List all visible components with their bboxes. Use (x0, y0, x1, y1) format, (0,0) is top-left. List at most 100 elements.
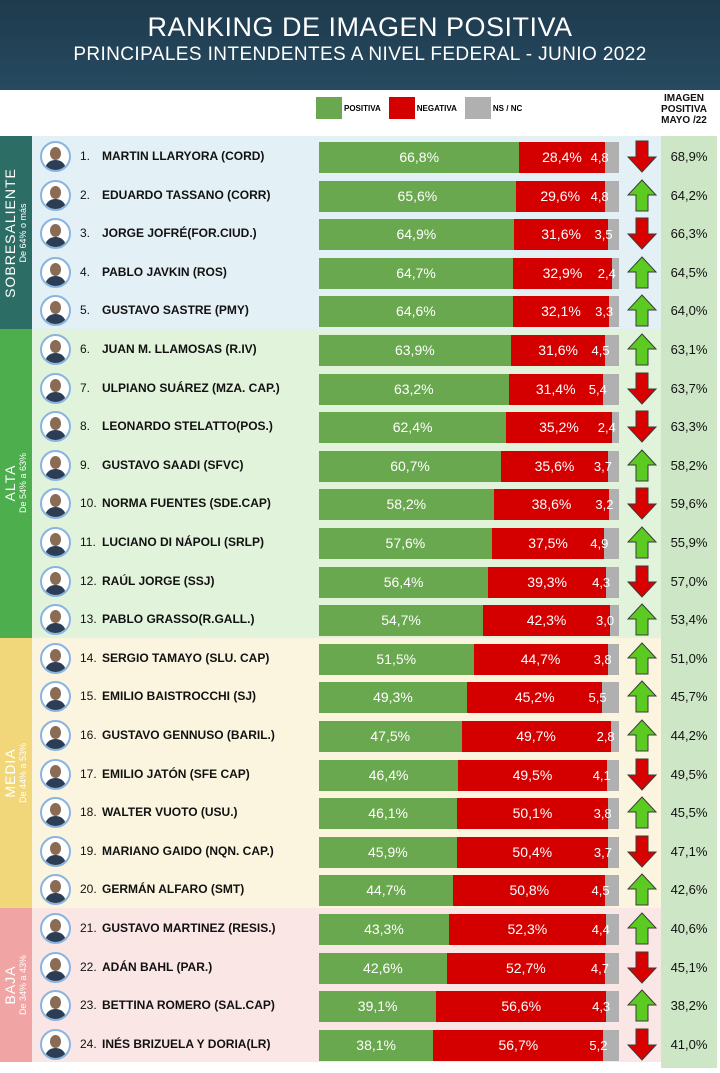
avatar-head (50, 455, 61, 469)
avatar (40, 334, 71, 365)
table-row: 14. SERGIO TAMAYO (SLU. CAP) 51,5% 44,7% 3,8… (0, 640, 720, 677)
avatar (40, 449, 71, 481)
avatar-head (50, 301, 61, 315)
stacked-bar: 44,7% 50,8% 4,5 (319, 875, 619, 907)
mayor-name: EMILIO BAISTROCCHI (SJ) (102, 689, 257, 704)
bar-positiva: 62,4% (319, 412, 507, 444)
avatar-body (45, 507, 66, 518)
rank-number: 20. (80, 882, 97, 897)
rank-number: 2. (80, 187, 91, 202)
trend-arrow-shape (627, 719, 657, 752)
arrow-down-icon (627, 217, 657, 250)
avatar-body (45, 854, 66, 865)
mayor-name: GUSTAVO SASTRE (PMY) (102, 303, 249, 318)
previous-value: 45,7% (670, 689, 708, 705)
previous-value: 63,3% (670, 419, 708, 435)
previous-value: 47,1% (670, 843, 708, 859)
legend-nsnc-swatch (464, 97, 491, 119)
mayor-name: JUAN M. LLAMOSAS (R.IV) (102, 342, 257, 356)
bar-positiva: 63,9% (319, 335, 511, 366)
avatar-head (50, 687, 61, 701)
avatar (40, 218, 71, 250)
avatar-body (45, 546, 66, 556)
rank-number: 11. (80, 535, 96, 549)
table-row: 15. EMILIO BAISTROCCHI (SJ) 49,3% 45,2% 5,5 4… (0, 678, 720, 715)
previous-column-header: IMAGEN POSITIVA MAYO /22 (652, 93, 716, 126)
bar-nsnc: 5,5 (588, 690, 607, 706)
trend-arrow-shape (627, 372, 657, 405)
table-row: 20. GERMÁN ALFARO (SMT) 44,7% 50,8% 4,5 42,6% (0, 871, 720, 908)
previous-value: 42,6% (670, 882, 708, 898)
bar-positiva: 54,7% (319, 605, 484, 637)
avatar (40, 990, 71, 1022)
bar-negativa: 50,8% (453, 875, 606, 907)
legend: POSITIVA NEGATIVA NS / NC (316, 96, 530, 120)
rank-number: 13. (80, 612, 97, 627)
avatar (40, 913, 71, 944)
legend-positiva-label: POSITIVA (344, 103, 381, 113)
mayor-name: INÉS BRIZUELA Y DORIA(LR) (102, 1036, 271, 1051)
previous-value: 59,6% (670, 496, 708, 512)
stacked-bar: 51,5% 44,7% 3,8 (319, 643, 619, 675)
bar-nsnc: 4,8 (590, 150, 609, 165)
bar-nsnc: 4,4 (591, 922, 610, 937)
bar-positiva: 64,7% (319, 257, 514, 289)
avatar (40, 604, 71, 636)
avatar-body (45, 275, 66, 286)
avatar-head (50, 1034, 61, 1048)
previous-value: 64,5% (670, 264, 708, 280)
arrow-up-icon (627, 719, 657, 752)
avatar-body (45, 661, 66, 672)
trend-arrow-shape (627, 951, 657, 984)
bar-nsnc: 3,8 (593, 806, 612, 822)
mayor-name: SERGIO TAMAYO (SLU. CAP) (102, 650, 270, 665)
trend-arrow-shape (627, 680, 657, 713)
trend-arrow-shape (627, 294, 657, 327)
avatar (40, 1028, 71, 1060)
bar-negativa: 49,7% (461, 721, 611, 752)
bar-nsnc: 2,4 (597, 420, 616, 436)
table-row: 4. PABLO JAVKIN (ROS) 64,7% 32,9% 2,4 64,5% (0, 254, 720, 291)
previous-header-line-3: MAYO /22 (661, 115, 707, 126)
table-row: 9. GUSTAVO SAADI (SFVC) 60,7% 35,6% 3,7 58,2% (0, 447, 720, 484)
bar-positiva: 66,8% (319, 142, 520, 173)
stacked-bar: 56,4% 39,3% 4,3 (319, 566, 619, 598)
avatar-head (50, 880, 61, 894)
bar-negativa: 49,5% (458, 759, 607, 791)
table-row: 1. MARTIN LLARYORA (CORD) 66,8% 28,4% 4,8 68,… (0, 138, 720, 175)
trend-arrow-shape (627, 449, 657, 482)
previous-value: 45,1% (670, 959, 708, 975)
bar-negativa: 44,7% (473, 643, 608, 675)
table-row: 12. RAÚL JORGE (SSJ) 56,4% 39,3% 4,3 57,0% (0, 563, 720, 600)
bar-negativa: 35,6% (501, 450, 608, 482)
avatar-head (50, 185, 61, 199)
avatar-head (50, 726, 61, 739)
trend-arrow-shape (627, 835, 657, 868)
avatar-body (45, 584, 66, 595)
bar-negativa: 50,1% (457, 798, 608, 830)
arrow-down-icon (627, 487, 657, 521)
trend-arrow-shape (627, 1028, 657, 1061)
avatar-head (50, 919, 61, 932)
bar-nsnc: 4,9 (590, 536, 609, 551)
rank-number: 7. (80, 380, 91, 395)
avatar-body (45, 391, 66, 402)
avatar-head (50, 147, 61, 160)
rank-number: 23. (80, 998, 97, 1013)
previous-value: 63,1% (670, 342, 708, 357)
previous-value: 66,3% (670, 226, 708, 242)
previous-value: 40,6% (670, 921, 708, 936)
previous-value: 51,0% (670, 650, 708, 666)
previous-value: 64,2% (670, 187, 708, 203)
arrow-up-icon (627, 526, 657, 559)
mayor-name: ADÁN BAHL (PAR.) (102, 959, 213, 974)
trend-arrow-shape (627, 642, 657, 675)
bar-nsnc: 3,3 (595, 304, 614, 320)
chart-title: RANKING DE IMAGEN POSITIVA (147, 12, 573, 42)
rank-number: 16. (80, 728, 97, 742)
bar-nsnc: 5,2 (589, 1037, 608, 1053)
avatar (40, 141, 71, 172)
bar-negativa: 39,3% (488, 566, 607, 598)
avatar-head (50, 533, 61, 546)
avatar-body (45, 237, 66, 248)
